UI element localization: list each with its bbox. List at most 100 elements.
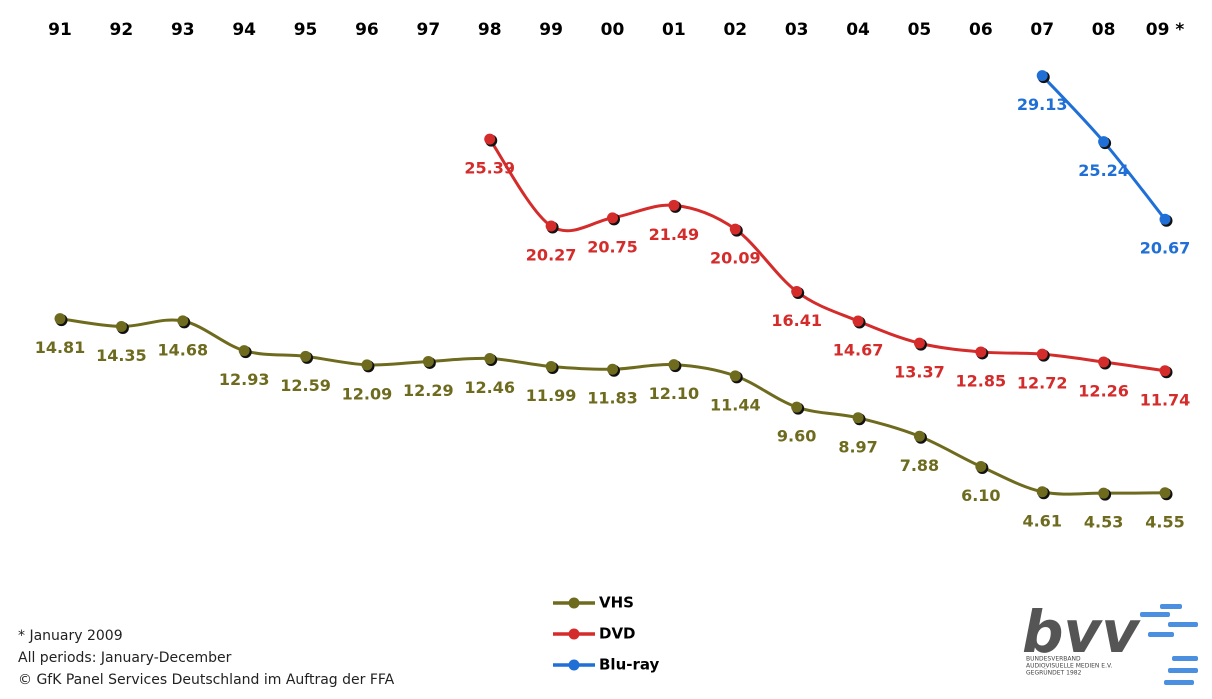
x-tick-label: 96 [355, 20, 379, 40]
data-label: 7.88 [900, 456, 939, 475]
x-tick-label: 02 [723, 20, 747, 40]
logo-subtext: GEGRÜNDET 1982 [1026, 670, 1082, 677]
point [1098, 136, 1110, 148]
logo: bvv BUNDESVERBAND AUDIOVISUELLE MEDIEN E… [1022, 598, 1198, 685]
point [913, 337, 925, 349]
data-label: 4.55 [1145, 512, 1184, 531]
point [729, 223, 741, 235]
x-tick-label: 03 [785, 20, 809, 40]
data-label: 6.10 [961, 486, 1000, 505]
data-label: 12.46 [464, 378, 515, 397]
point [484, 353, 496, 365]
data-label: 8.97 [838, 437, 877, 456]
data-label: 11.99 [526, 386, 577, 405]
legend-label: DVD [599, 625, 636, 643]
data-label: 29.13 [1017, 95, 1068, 114]
data-label: 14.68 [157, 340, 208, 359]
footnote: * January 2009 [18, 628, 123, 644]
data-label: 9.60 [777, 427, 816, 446]
footnote: © GfK Panel Services Deutschland im Auft… [18, 672, 395, 688]
x-tick-label: 91 [48, 20, 72, 40]
point [668, 199, 680, 211]
data-label: 12.72 [1017, 374, 1068, 393]
x-tick-label: 92 [110, 20, 134, 40]
point [484, 133, 496, 145]
point [1159, 365, 1171, 377]
data-label: 12.29 [403, 381, 454, 400]
data-label: 21.49 [649, 225, 700, 244]
point [177, 315, 189, 327]
point [1036, 486, 1048, 498]
x-tick-label: 04 [846, 20, 870, 40]
logo-subtext: AUDIOVISUELLE MEDIEN E.V. [1026, 663, 1112, 670]
point [238, 345, 250, 357]
logo-text: bvv [1022, 598, 1141, 666]
data-label: 11.83 [587, 389, 638, 408]
x-tick-label: 01 [662, 20, 686, 40]
legend-marker [568, 659, 580, 671]
data-label: 12.85 [956, 371, 1007, 390]
point [791, 286, 803, 298]
point [852, 315, 864, 327]
data-label: 25.24 [1078, 161, 1129, 180]
data-label: 16.41 [771, 311, 822, 330]
data-label: 25.39 [464, 159, 515, 178]
data-label: 20.27 [526, 246, 577, 265]
point [1098, 356, 1110, 368]
data-label: 12.59 [280, 376, 331, 395]
point [975, 460, 987, 472]
data-label: 12.10 [649, 384, 700, 403]
point [607, 212, 618, 224]
x-tick-label: 09 * [1146, 20, 1185, 40]
data-label: 12.09 [342, 384, 393, 403]
point [852, 412, 864, 424]
data-label: 11.44 [710, 395, 761, 414]
data-label: 4.61 [1022, 511, 1061, 530]
point [361, 359, 373, 371]
data-label: 12.93 [219, 370, 270, 389]
point [913, 430, 925, 442]
data-label: 20.67 [1140, 239, 1191, 258]
x-tick-label: 98 [478, 20, 502, 40]
data-label: 11.74 [1140, 390, 1191, 409]
legend-label: Blu-ray [599, 656, 660, 674]
data-label: 14.67 [833, 341, 884, 360]
point [1036, 70, 1048, 82]
x-tick-label: 93 [171, 20, 195, 40]
point [1159, 487, 1171, 499]
point [607, 363, 618, 375]
point [1159, 213, 1171, 225]
data-label: 14.35 [96, 346, 147, 365]
point [1098, 487, 1110, 499]
data-label: 20.75 [587, 237, 638, 256]
x-tick-label: 08 [1092, 20, 1116, 40]
x-tick-label: 05 [908, 20, 932, 40]
legend-marker [568, 628, 580, 640]
point [422, 355, 434, 367]
x-tick-label: 07 [1030, 20, 1054, 40]
point [545, 220, 557, 232]
x-tick-label: 97 [416, 20, 440, 40]
point [668, 359, 680, 371]
point [1036, 348, 1048, 360]
legend-marker [568, 597, 580, 609]
x-tick-label: 99 [539, 20, 563, 40]
data-label: 20.09 [710, 249, 761, 268]
point [791, 401, 803, 413]
x-tick-label: 94 [232, 20, 256, 40]
x-tick-label: 95 [294, 20, 318, 40]
x-tick-label: 06 [969, 20, 993, 40]
point [300, 350, 312, 362]
data-label: 14.81 [35, 338, 86, 357]
data-label: 4.53 [1084, 513, 1123, 532]
point [54, 313, 66, 325]
point [115, 320, 127, 332]
logo-subtext: BUNDESVERBAND [1026, 656, 1081, 663]
point [545, 361, 557, 373]
data-label: 13.37 [894, 363, 945, 382]
point [975, 346, 987, 358]
legend-label: VHS [599, 594, 634, 612]
x-tick-label: 00 [601, 20, 625, 40]
point [729, 370, 741, 382]
